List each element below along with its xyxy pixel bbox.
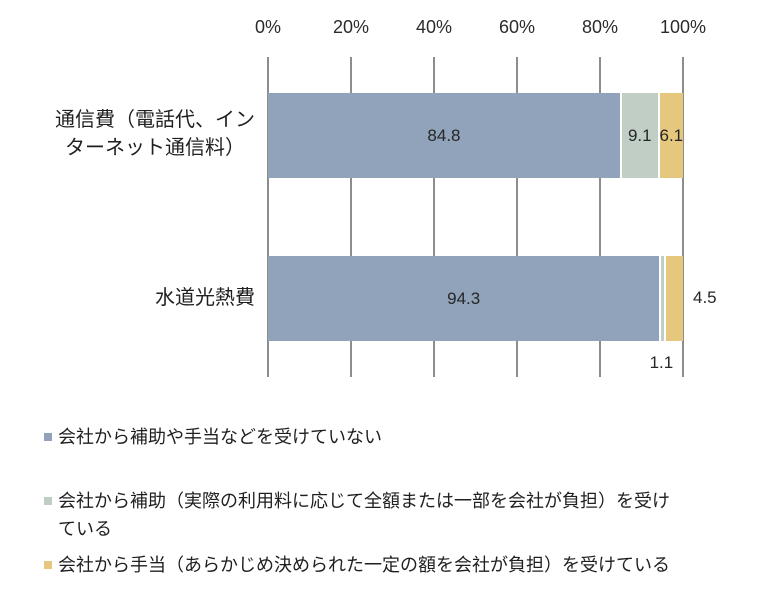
legend-item-subsidy: 会社から補助（実際の利用料に応じて全額または一部を会社が負担）を受け ている: [44, 487, 754, 543]
legend-label-line: 会社から補助（実際の利用料に応じて全額または一部を会社が負担）を受け: [58, 491, 670, 511]
category-label-communication: 通信費（電話代、イン ターネット通信料）: [55, 106, 255, 162]
x-tick-label: 100%: [659, 17, 707, 37]
x-tick-label: 60%: [498, 17, 536, 37]
legend-label-line: ている: [58, 519, 112, 539]
category-label-utilities: 水道光熱費: [155, 284, 255, 312]
x-tick-label: 80%: [581, 17, 619, 37]
legend-label-line: 会社から手当（あらかじめ決められた一定の額を会社が負担）を受けている: [58, 555, 670, 575]
bar1-segment-subsidy: 9.1: [619, 93, 658, 178]
category-label-line: ターネット通信料）: [65, 137, 245, 159]
bar2-segment-allowance: [663, 256, 683, 341]
bar-row-utilities: 94.3: [268, 256, 683, 341]
category-label-line: 通信費（電話代、イン: [55, 109, 255, 131]
category-label-line: 水道光熱費: [155, 287, 255, 309]
bar2-segment-subsidy: [659, 256, 664, 341]
gridline: [267, 57, 269, 377]
gridline: [516, 57, 518, 377]
value-label-right: 4.5: [693, 288, 717, 307]
plot-area: 84.8 9.1 6.1 94.3 1.1 4.5: [267, 57, 717, 377]
bar2-segment-no-subsidy: 94.3: [268, 256, 660, 341]
value-label: 9.1: [627, 125, 652, 145]
value-label: 6.1: [659, 125, 684, 145]
value-label: 84.8: [427, 125, 461, 145]
legend-swatch-icon: [44, 433, 52, 441]
value-label-below: 1.1: [649, 353, 674, 372]
legend-label: 会社から手当（あらかじめ決められた一定の額を会社が負担）を受けている: [58, 551, 670, 579]
legend-label: 会社から補助や手当などを受けていない: [58, 423, 382, 451]
legend: 会社から補助や手当などを受けていない 会社から補助（実際の利用料に応じて全額また…: [44, 423, 754, 579]
legend-label: 会社から補助（実際の利用料に応じて全額または一部を会社が負担）を受け ている: [58, 487, 670, 543]
legend-item-no-subsidy: 会社から補助や手当などを受けていない: [44, 423, 754, 451]
bar-row-communication: 84.8 9.1 6.1: [268, 93, 683, 178]
legend-swatch-icon: [44, 561, 52, 569]
gridline: [350, 57, 352, 377]
x-tick-label: 0%: [254, 17, 282, 37]
legend-item-allowance: 会社から手当（あらかじめ決められた一定の額を会社が負担）を受けている: [44, 551, 754, 579]
bar1-segment-allowance: 6.1: [657, 93, 684, 178]
legend-label-line: 会社から補助や手当などを受けていない: [58, 427, 382, 447]
x-tick-label: 20%: [332, 17, 370, 37]
x-tick-label: 40%: [415, 17, 453, 37]
legend-swatch-icon: [44, 497, 52, 505]
gridline: [433, 57, 435, 377]
x-axis: 0% 20% 40% 60% 80% 100%: [255, 17, 706, 43]
value-label: 94.3: [447, 288, 481, 308]
bar1-segment-no-subsidy: 84.8: [268, 93, 620, 178]
gridline: [682, 57, 684, 377]
gridline: [599, 57, 601, 377]
